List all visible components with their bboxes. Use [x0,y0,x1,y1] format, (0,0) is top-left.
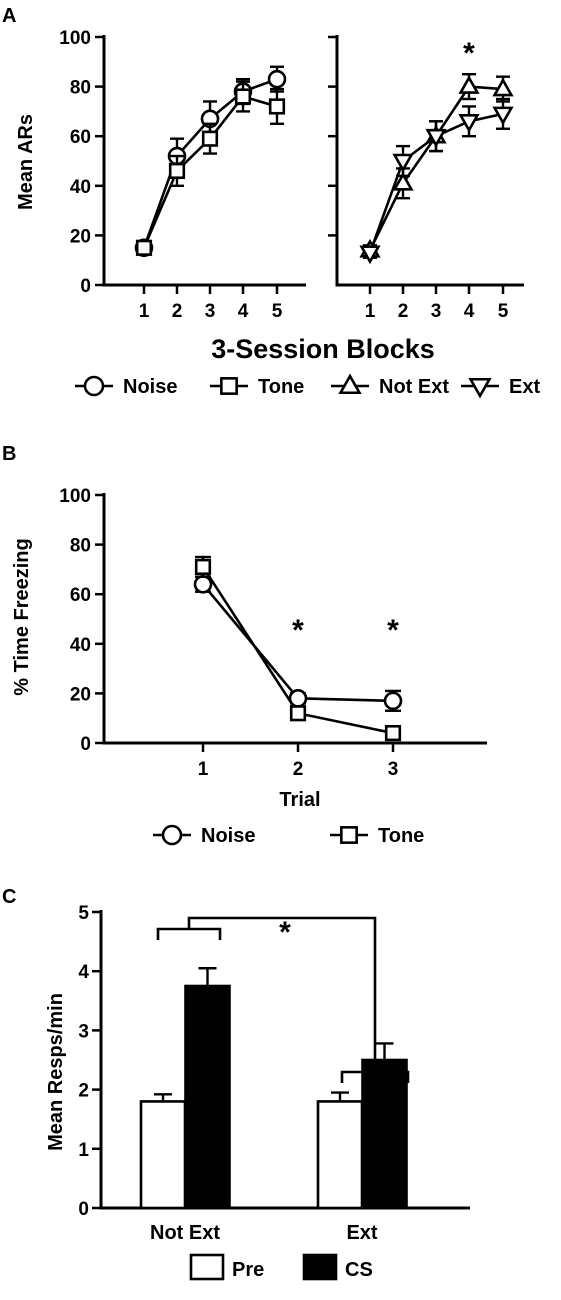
panel-letter-a: A [2,5,16,27]
panel-a-left-x-tick-label-1: 1 [139,301,150,322]
panel-a-ylabel: Mean ARs [15,114,37,210]
legend-c-pre-label: Pre [232,1259,264,1281]
panel-b-y-tick-label-60: 60 [70,585,91,606]
panel-c-bar-pre-not-ext [139,1100,187,1210]
panel-a-left-y-tick-label-0: 0 [80,276,91,297]
panel-a-right-not-ext-line [368,85,504,251]
panel-a-right-ext-marker-5 [492,106,514,126]
panel-a-right-ext-marker-3 [425,128,447,148]
panel-b-ylabel: % Time Freezing [11,538,33,695]
panel-a-left-tone-marker-4 [234,88,252,105]
panel-a-left-x-tick-label-2: 2 [172,301,183,322]
panel-b-xlabel: Trial [279,789,320,811]
legend-b-tone-label: Tone [378,825,424,847]
panel-b-y-tick-label-40: 40 [70,635,91,656]
panel-a-right-not-ext-marker-4 [458,75,480,94]
panel-c-bracket-between [187,916,377,1072]
panel-a-left-noise-marker-5 [267,69,287,89]
panel-b-noise-marker-1 [193,574,213,594]
panel-a-right-x-tick-label-4: 4 [464,301,475,322]
panel-letter-c: C [2,886,16,908]
panel-b-noise-marker-3 [383,691,403,711]
legend-a-ext-marker [468,377,492,399]
legend-b-noise-marker [161,824,183,846]
panel-c-y-tick-label-3: 3 [78,1021,89,1042]
legend-c-cs-label: CS [345,1259,373,1281]
panel-b-significance-3: * [387,614,399,647]
panel-a-right-x-tick-label-3: 3 [431,301,442,322]
panel-b-y-tick-label-0: 0 [80,734,91,755]
panel-a-left-y-tick-label-40: 40 [70,177,91,198]
panel-b-x-tick-label-3: 3 [388,759,399,780]
panel-a-left-y-tick-label-100: 100 [59,28,91,49]
legend-c-pre-swatch [189,1253,225,1281]
panel-a-left-x-tick-label-4: 4 [238,301,249,322]
panel-b-y-tick-label-20: 20 [70,684,91,705]
panel-b-y-tick-label-100: 100 [59,486,91,507]
panel-c-significance: * [279,916,291,949]
panel-c-y-tick-label-5: 5 [78,903,89,924]
legend-a-not-ext-label: Not Ext [379,376,449,398]
panel-a-left-tone-marker-1 [135,239,153,256]
legend-a-noise-label: Noise [123,376,177,398]
legend-a-ext-label: Ext [509,376,540,398]
panel-letter-b: B [2,443,16,465]
panel-a-right-significance-4: * [463,37,475,70]
panel-b-tone-marker-3 [384,724,402,742]
legend-a-tone-label: Tone [258,376,304,398]
panel-b-tone-marker-1 [194,558,212,576]
panel-a-right-ext-marker-2 [392,153,414,173]
legend-a-tone-marker [220,377,238,395]
panel-a-right-ext-marker-1 [359,245,381,265]
legend-c-cs-swatch [302,1253,338,1281]
panel-c-y-tick-label-0: 0 [78,1199,89,1220]
panel-c-y-tick-label-4: 4 [78,962,89,983]
panel-b-tone-marker-2 [289,705,307,722]
panel-c-bracket-not-ext [156,927,222,940]
legend-a-not-ext-marker [338,373,362,395]
panel-a-left-x-tick-label-5: 5 [272,301,283,322]
panel-c-category-label-ext: Ext [346,1222,377,1244]
legend-b-noise-label: Noise [201,825,255,847]
panel-a-right-x-tick-label-2: 2 [398,301,409,322]
legend-a-noise-marker [83,375,105,397]
panel-a-xlabel: 3-Session Blocks [211,334,435,364]
panel-b-x-tick-label-1: 1 [198,759,209,780]
panel-c-category-label-not-ext: Not Ext [150,1222,220,1244]
panel-c-ylabel: Mean Resps/min [45,993,67,1151]
panel-a-right-ext-marker-4 [458,114,480,133]
panel-a-right-x-tick-label-5: 5 [498,301,509,322]
panel-a-left-tone-marker-2 [168,162,186,180]
panel-c-y-tick-label-1: 1 [78,1140,89,1161]
panel-a-right-not-ext-marker-5 [492,77,514,97]
panel-a-left-y-tick-label-20: 20 [70,226,91,247]
panel-c-bar-cs-ext [361,1058,408,1210]
panel-a-right-x-tick-label-1: 1 [365,301,376,322]
panel-c-y-tick-label-2: 2 [78,1081,89,1102]
panel-a-left-y-tick-label-60: 60 [70,127,91,148]
legend-b-tone-marker [340,826,358,844]
panel-c-bar-pre-ext [316,1100,364,1210]
panel-a-left-x-tick-label-3: 3 [205,301,216,322]
panel-a-left-tone-marker-5 [268,98,286,115]
panel-a-left-tone-marker-3 [201,130,219,147]
panel-a-right-not-ext-marker-2 [392,171,414,191]
panel-a-left-y-tick-label-80: 80 [70,78,91,99]
panel-b-y-tick-label-80: 80 [70,536,91,557]
panel-c-bar-cs-not-ext [184,984,231,1210]
panel-b-significance-2: * [292,614,304,647]
panel-b-x-tick-label-2: 2 [293,759,304,780]
